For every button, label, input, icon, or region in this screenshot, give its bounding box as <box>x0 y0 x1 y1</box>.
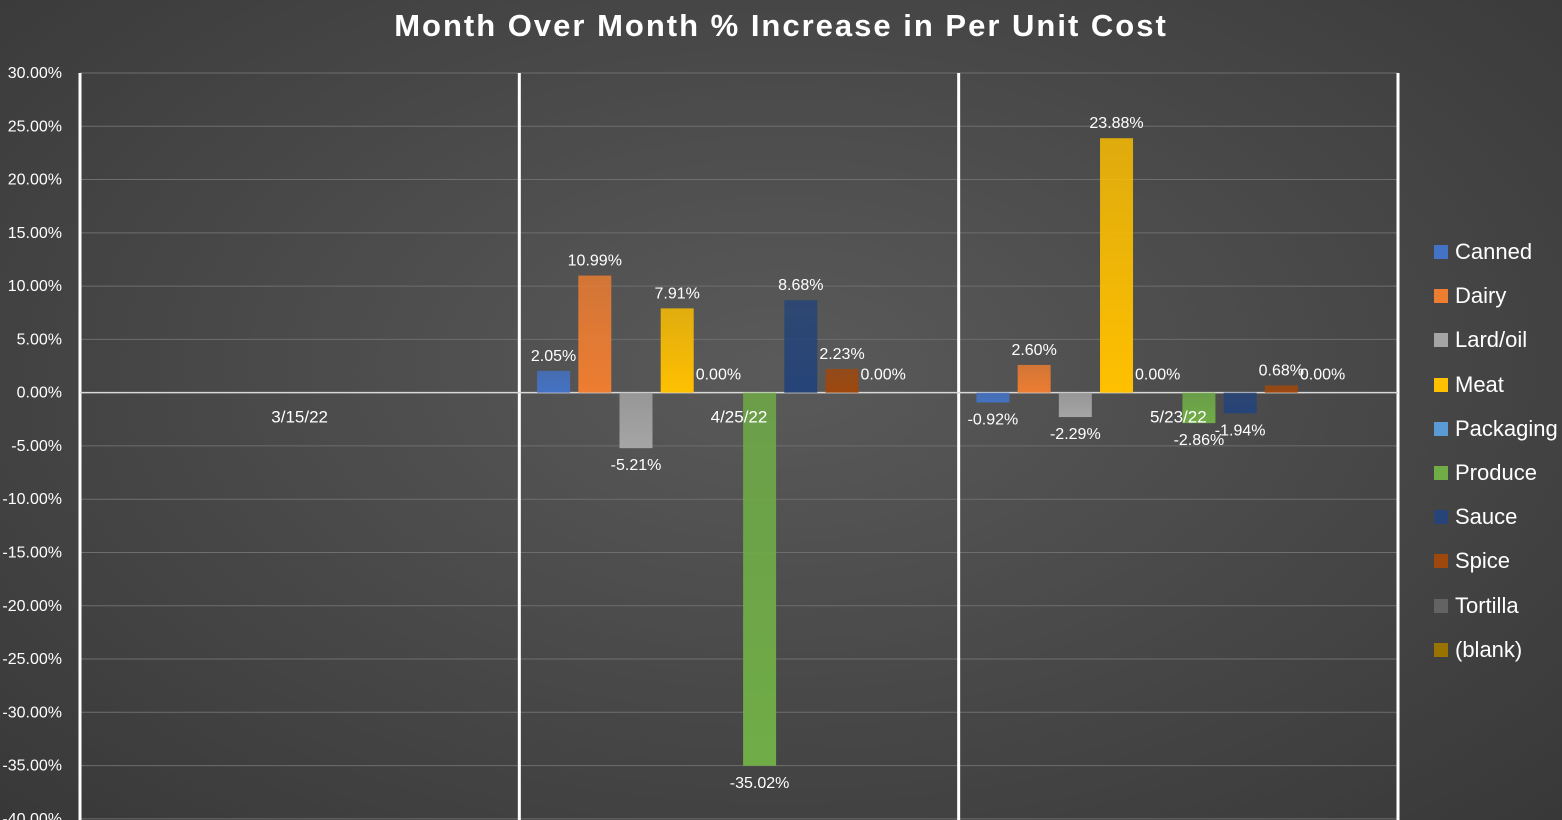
data-label: -5.21% <box>611 457 662 474</box>
data-label: -0.92% <box>968 411 1019 428</box>
data-label: -1.94% <box>1215 422 1266 439</box>
legend-swatch <box>1434 377 1448 392</box>
legend-label: (blank) <box>1455 636 1523 662</box>
y-tick-label: 10.00% <box>8 278 62 295</box>
y-tick-label: 20.00% <box>8 172 62 189</box>
y-tick-label: -25.00% <box>2 651 62 668</box>
bar-spice <box>1264 385 1298 393</box>
x-category-label: 3/15/22 <box>271 408 328 427</box>
legend: Canned Dairy Lard/oil Meat Packaging Produce S… <box>1434 230 1562 672</box>
legend-label: Packaging <box>1455 415 1558 441</box>
legend-swatch <box>1434 642 1448 657</box>
bar-produce <box>743 392 777 766</box>
data-label: 10.99% <box>568 253 622 270</box>
bar-dairy <box>1017 364 1051 393</box>
data-label: 23.88% <box>1089 115 1143 132</box>
legend-item-lard-oil: Lard/oil <box>1434 318 1562 362</box>
data-label: 2.05% <box>531 348 576 365</box>
x-category-label: 4/25/22 <box>711 408 768 427</box>
bar-spice <box>825 368 859 393</box>
y-tick-label: -5.00% <box>11 438 62 455</box>
y-tick-label: -10.00% <box>2 491 62 508</box>
data-label: 0.00% <box>1300 367 1345 384</box>
legend-swatch <box>1434 245 1448 260</box>
legend-label: Sauce <box>1455 504 1518 530</box>
legend-item-canned: Canned <box>1434 230 1562 274</box>
bar-sauce <box>784 300 818 393</box>
bar-meat <box>660 308 694 393</box>
legend-label: Lard/oil <box>1455 327 1528 353</box>
data-label: -35.02% <box>730 775 790 792</box>
data-label: 2.60% <box>1011 342 1056 359</box>
legend-item-packaging: Packaging <box>1434 407 1562 451</box>
y-tick-label: -20.00% <box>2 598 62 615</box>
bar-lard-oil <box>619 392 653 449</box>
legend-swatch <box>1434 598 1448 613</box>
data-label: -2.86% <box>1174 432 1225 449</box>
legend-swatch <box>1434 510 1448 525</box>
data-label: 2.23% <box>819 346 864 363</box>
y-tick-label: -40.00% <box>2 811 62 820</box>
bar-produce <box>1182 392 1216 424</box>
y-tick-label: -35.00% <box>2 758 62 775</box>
y-tick-label: 15.00% <box>8 225 62 242</box>
bar-sauce <box>1223 392 1257 414</box>
legend-item-sauce: Sauce <box>1434 495 1562 539</box>
legend-item-blank: (blank) <box>1434 628 1562 672</box>
data-label: -2.29% <box>1050 426 1101 443</box>
y-tick-label: 0.00% <box>17 385 62 402</box>
data-label: 7.91% <box>655 285 700 302</box>
legend-label: Meat <box>1455 371 1504 397</box>
legend-item-dairy: Dairy <box>1434 274 1562 318</box>
chart-title: Month Over Month % Increase in Per Unit … <box>394 8 1168 43</box>
legend-item-produce: Produce <box>1434 451 1562 495</box>
y-tick-label: 30.00% <box>8 65 62 82</box>
bar-dairy <box>578 275 612 393</box>
legend-label: Dairy <box>1455 283 1507 309</box>
data-label: 8.68% <box>778 277 823 294</box>
bar-canned <box>537 370 571 393</box>
data-label: 0.68% <box>1259 362 1304 379</box>
bar-canned <box>976 392 1010 403</box>
bar-lard-oil <box>1058 392 1092 418</box>
legend-swatch <box>1434 289 1448 304</box>
legend-label: Tortilla <box>1455 592 1519 618</box>
legend-label: Spice <box>1455 548 1511 574</box>
legend-swatch <box>1434 421 1448 436</box>
x-category-label: 5/23/22 <box>1150 408 1207 427</box>
y-tick-label: 25.00% <box>8 118 62 135</box>
bar-meat <box>1100 138 1134 393</box>
legend-item-tortilla: Tortilla <box>1434 584 1562 628</box>
y-tick-label: 5.00% <box>17 331 62 348</box>
legend-item-meat: Meat <box>1434 363 1562 407</box>
data-label: 0.00% <box>1135 367 1180 384</box>
y-tick-label: -15.00% <box>2 544 62 561</box>
legend-swatch <box>1434 554 1448 569</box>
data-label: 0.00% <box>696 367 741 384</box>
legend-item-spice: Spice <box>1434 539 1562 583</box>
y-tick-label: -30.00% <box>2 704 62 721</box>
legend-label: Canned <box>1455 239 1533 265</box>
legend-swatch <box>1434 466 1448 481</box>
legend-swatch <box>1434 333 1448 348</box>
legend-label: Produce <box>1455 460 1537 486</box>
data-label: 0.00% <box>861 367 906 384</box>
